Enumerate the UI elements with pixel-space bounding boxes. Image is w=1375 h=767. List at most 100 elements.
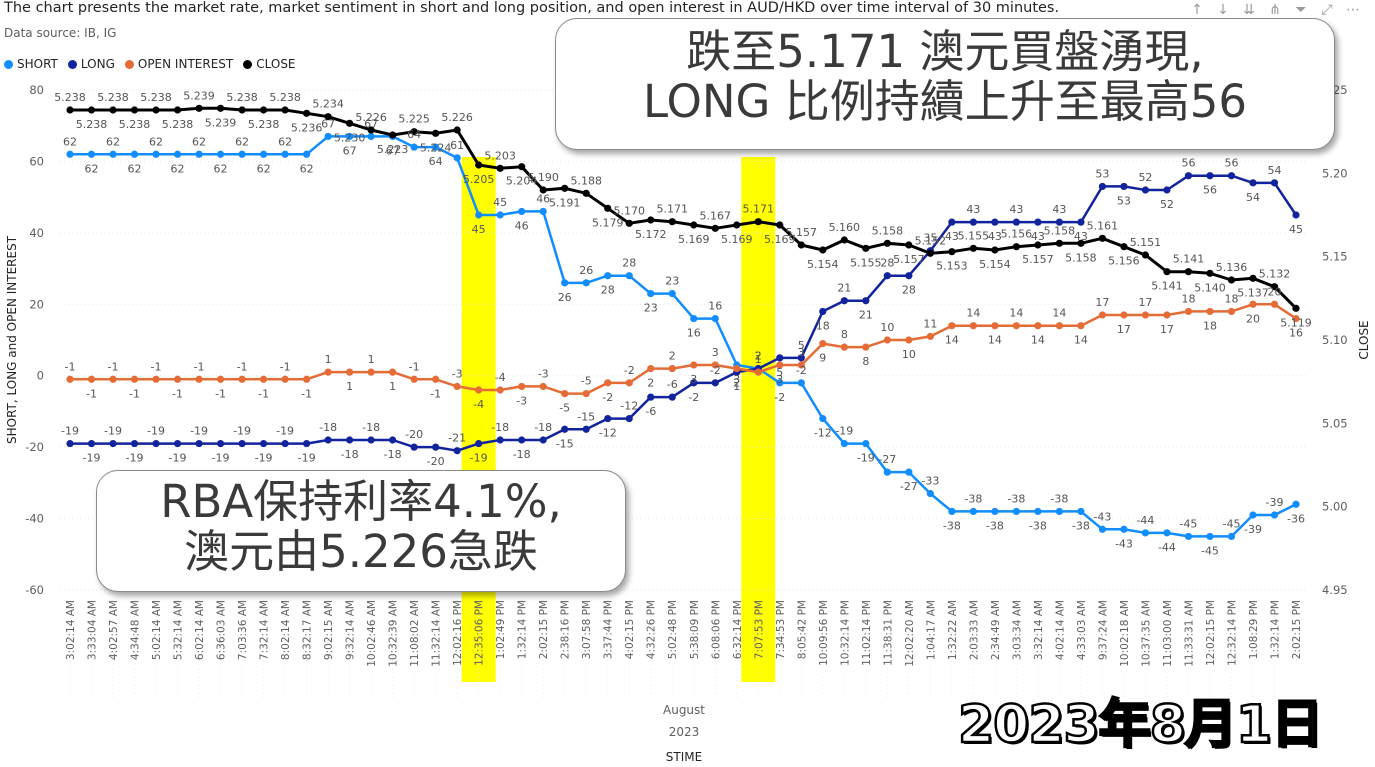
data-point-close [969, 244, 977, 252]
data-label-open-interest: 1 [368, 353, 375, 366]
series-layer [66, 104, 1300, 541]
data-point-close [1141, 251, 1150, 259]
data-point-open-interest [819, 339, 827, 348]
data-label-open-interest: -1 [237, 360, 248, 373]
x-tick-label: 10:37:35 AM [1140, 600, 1152, 667]
data-point-open-interest [862, 343, 870, 351]
data-label-open-interest: -1 [86, 387, 97, 400]
data-label-open-interest: -4 [473, 398, 484, 411]
data-point-long [66, 439, 74, 448]
highlight-band-0 [461, 157, 496, 682]
data-label-short: 62 [235, 135, 249, 148]
data-label-open-interest: 3 [690, 373, 697, 386]
data-label-open-interest: -1 [194, 360, 205, 373]
legend-item-close[interactable]: CLOSE [243, 57, 296, 71]
data-point-long [410, 443, 418, 451]
data-point-long [668, 393, 676, 401]
x-tick-label: 1:02:49 PM [495, 600, 507, 659]
data-label-close: 5.157 [893, 253, 925, 266]
data-point-long [1012, 218, 1020, 226]
data-label-long: -15 [577, 410, 595, 423]
data-point-open-interest [1206, 307, 1214, 316]
data-point-open-interest [87, 375, 96, 383]
data-point-long [840, 297, 848, 305]
data-point-short [238, 150, 246, 158]
data-label-long: -19 [126, 452, 144, 465]
data-point-open-interest [281, 375, 289, 383]
data-point-short [173, 150, 182, 158]
data-point-open-interest [1077, 322, 1085, 330]
data-label-close: 5.119 [1280, 316, 1312, 329]
filter-icon[interactable]: ⏷ [1295, 2, 1307, 18]
legend-label-short: SHORT [17, 57, 58, 71]
x-tick-label: 11:33:31 AM [1183, 600, 1195, 667]
data-point-long [1034, 218, 1042, 226]
data-label-close: 5.140 [1194, 281, 1226, 294]
data-label-short: -36 [1287, 512, 1305, 525]
x-tick-label: 10:02:46 AM [366, 600, 378, 667]
arrow-up-icon[interactable]: ↑ [1191, 2, 1203, 18]
data-point-long [948, 218, 956, 226]
data-point-open-interest [668, 364, 676, 373]
data-point-long [238, 439, 246, 448]
data-label-long: 21 [859, 309, 873, 322]
annotation-callout-rba: RBA保持利率4.1%, 澳元由5.226急跌 [96, 470, 626, 592]
data-point-short [991, 507, 999, 516]
data-point-short [948, 507, 956, 516]
data-labels-layer: 62 62 62 62 62 62 62 62 62 62 62 62 67 67 67 67 64 64 61 45… [54, 89, 1312, 557]
data-point-short [797, 379, 805, 387]
arrow-down-icon[interactable]: ↓ [1217, 2, 1229, 18]
data-point-long [969, 218, 977, 226]
data-label-open-interest: 1 [325, 353, 332, 366]
data-label-close: 5.203 [484, 149, 516, 162]
data-label-open-interest: -1 [172, 387, 183, 400]
data-point-long [711, 379, 719, 387]
legend-item-long[interactable]: LONG [67, 57, 115, 71]
data-label-short: 3 [733, 373, 740, 386]
data-point-open-interest [346, 368, 354, 376]
y-tick-label: -20 [25, 440, 44, 454]
data-label-long: -18 [362, 421, 380, 434]
data-label-close: 5.238 [76, 118, 108, 131]
x-tick-label: 1:32:22 AM [947, 600, 959, 660]
data-point-close [1270, 283, 1279, 291]
data-label-long: -18 [491, 421, 509, 434]
data-point-close [647, 216, 655, 224]
data-point-close [475, 161, 483, 169]
data-point-open-interest [1120, 311, 1128, 319]
x-tick-label: 3:37:44 PM [603, 600, 615, 659]
legend-item-short[interactable]: SHORT [4, 57, 58, 71]
data-label-long: 45 [1289, 223, 1303, 236]
data-label-short: 28 [601, 284, 615, 297]
x-tick-label: 3:02:14 AM [65, 600, 77, 660]
data-label-long: -18 [534, 421, 552, 434]
legend-item-open-interest[interactable]: OPEN INTEREST [124, 57, 233, 71]
data-point-close [1077, 239, 1085, 247]
data-label-long: -19 [470, 452, 488, 465]
x-tick-label: 12:35:06 PM [474, 600, 486, 666]
data-point-short [840, 439, 848, 448]
data-point-long [1077, 218, 1085, 226]
data-point-close [668, 218, 676, 226]
data-point-open-interest [711, 361, 719, 369]
x-tick-label: 7:03:36 AM [237, 600, 249, 660]
data-point-open-interest [1055, 322, 1064, 330]
data-point-long [346, 436, 354, 444]
focus-mode-icon[interactable]: ⤢ [1321, 2, 1333, 18]
data-label-open-interest: 17 [1138, 296, 1152, 309]
data-label-close: 5.238 [162, 118, 194, 131]
data-label-open-interest: 17 [1095, 296, 1109, 309]
data-label-long: 28 [902, 284, 916, 297]
x-tick-label: 9:37:24 AM [1097, 600, 1109, 660]
data-point-close [905, 241, 913, 249]
data-point-close [1184, 268, 1193, 276]
double-arrow-down-icon[interactable]: ⇊ [1243, 2, 1255, 18]
data-label-long: -12 [620, 400, 638, 413]
data-label-open-interest: 11 [923, 317, 937, 330]
expand-hierarchy-icon[interactable]: ⋔ [1269, 2, 1281, 18]
data-label-close: 5.169 [764, 233, 796, 246]
x-tick-label: 4:33:03 AM [1076, 600, 1088, 660]
more-options-icon[interactable]: ⋯ [1346, 2, 1360, 18]
data-point-short [367, 132, 375, 141]
